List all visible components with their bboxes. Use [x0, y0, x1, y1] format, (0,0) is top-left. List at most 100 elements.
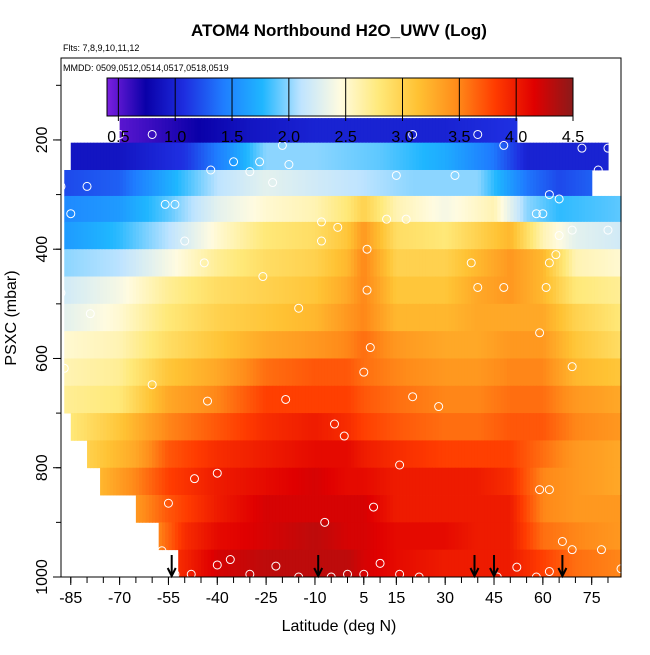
- heatmap-cell: [386, 195, 391, 223]
- heatmap-cell: [562, 549, 567, 578]
- heatmap-cell: [337, 549, 342, 578]
- heatmap-cell: [360, 467, 365, 496]
- heatmap-cell: [402, 249, 407, 277]
- heatmap-cell: [448, 195, 453, 223]
- heatmap-cell: [318, 358, 323, 387]
- heatmap-cell: [301, 118, 306, 144]
- heatmap-cell: [422, 467, 427, 496]
- heatmap-cell: [516, 195, 521, 223]
- heatmap-cell: [461, 358, 466, 387]
- heatmap-cell: [201, 276, 205, 305]
- heatmap-cell: [334, 413, 339, 441]
- heatmap-cell: [422, 249, 427, 277]
- heatmap-cell: [523, 221, 528, 250]
- heatmap-cell: [507, 440, 511, 469]
- heatmap-cell: [529, 195, 534, 223]
- heatmap-cell: [598, 221, 603, 250]
- heatmap-cell: [598, 142, 603, 171]
- heatmap-cell: [256, 276, 261, 305]
- heatmap-cell: [591, 467, 596, 496]
- heatmap-cell: [461, 249, 466, 277]
- x-axis: -85 -70 -55 -40 -25 -10 5 15 30 45 60 75: [59, 576, 621, 607]
- heatmap-cell: [126, 169, 130, 197]
- heatmap-cell: [171, 169, 176, 197]
- heatmap-cell: [210, 440, 215, 469]
- heatmap-cell: [67, 169, 72, 197]
- heatmap-cell: [591, 385, 596, 414]
- heatmap-cell: [357, 249, 362, 277]
- heatmap-cell: [490, 303, 495, 332]
- heatmap-cell: [246, 522, 251, 551]
- heatmap-cell: [168, 169, 173, 197]
- heatmap-cell: [256, 249, 261, 277]
- heatmap-cell: [119, 169, 124, 197]
- heatmap-cell: [370, 142, 375, 171]
- heatmap-cell: [484, 195, 489, 223]
- sample-point: [541, 282, 551, 292]
- heatmap-cell: [402, 276, 407, 305]
- heatmap-cell: [285, 303, 290, 332]
- heatmap-cell: [445, 303, 450, 332]
- heatmap-cell: [178, 331, 183, 359]
- heatmap-cell: [578, 495, 583, 523]
- heatmap-cell: [487, 249, 492, 277]
- heatmap-cell: [542, 522, 547, 551]
- heatmap-cell: [132, 385, 137, 414]
- heatmap-cell: [227, 249, 231, 277]
- sample-point: [544, 485, 554, 495]
- heatmap-cell: [334, 142, 339, 171]
- heatmap-cell: [223, 495, 228, 523]
- heatmap-cell: [204, 303, 209, 332]
- heatmap-cell: [383, 118, 388, 144]
- heatmap-cell: [389, 169, 394, 197]
- heatmap-cell: [288, 249, 293, 277]
- heatmap-cell: [520, 331, 524, 359]
- heatmap-cell: [594, 522, 599, 551]
- heatmap-cell: [581, 276, 586, 305]
- heatmap-cell: [80, 413, 85, 441]
- heatmap-cell: [516, 249, 521, 277]
- heatmap-cell: [214, 221, 218, 250]
- heatmap-cell: [178, 385, 183, 414]
- heatmap-cell: [145, 467, 150, 496]
- heatmap-cell: [412, 385, 417, 414]
- heatmap-cell: [578, 221, 583, 250]
- heatmap-cell: [282, 440, 287, 469]
- sample-point: [281, 394, 291, 404]
- heatmap-cell: [601, 385, 606, 414]
- heatmap-cell: [259, 142, 264, 171]
- heatmap-cell: [279, 495, 283, 523]
- heatmap-cell: [227, 467, 231, 496]
- heatmap-cell: [135, 440, 140, 469]
- heatmap-cell: [598, 358, 603, 387]
- heatmap-cell: [458, 549, 463, 578]
- heatmap-cell: [526, 413, 531, 441]
- heatmap-cell: [461, 303, 466, 332]
- heatmap-cell: [415, 440, 420, 469]
- heatmap-cell: [588, 522, 593, 551]
- heatmap-cell: [585, 467, 590, 496]
- heatmap-cell: [341, 221, 345, 250]
- heatmap-cell: [520, 495, 524, 523]
- heatmap-cell: [454, 221, 459, 250]
- heatmap-row: [178, 549, 622, 578]
- heatmap-cell: [70, 413, 75, 441]
- heatmap-cell: [533, 358, 537, 387]
- heatmap-cell: [617, 522, 622, 551]
- heatmap-cell: [497, 249, 502, 277]
- heatmap-cell: [542, 440, 547, 469]
- heatmap-cell: [380, 358, 384, 387]
- colorbar-tick-label: 2.5: [335, 129, 357, 146]
- heatmap-cell: [77, 221, 82, 250]
- heatmap-cell: [171, 440, 176, 469]
- heatmap-cell: [396, 249, 401, 277]
- heatmap-cell: [386, 303, 391, 332]
- heatmap-cell: [594, 249, 599, 277]
- heatmap-cell: [139, 413, 143, 441]
- heatmap-cell: [295, 169, 300, 197]
- heatmap-cell: [240, 467, 244, 496]
- heatmap-cell: [341, 495, 345, 523]
- heatmap-cell: [119, 249, 124, 277]
- heatmap-cell: [617, 331, 622, 359]
- heatmap-cell: [542, 549, 547, 578]
